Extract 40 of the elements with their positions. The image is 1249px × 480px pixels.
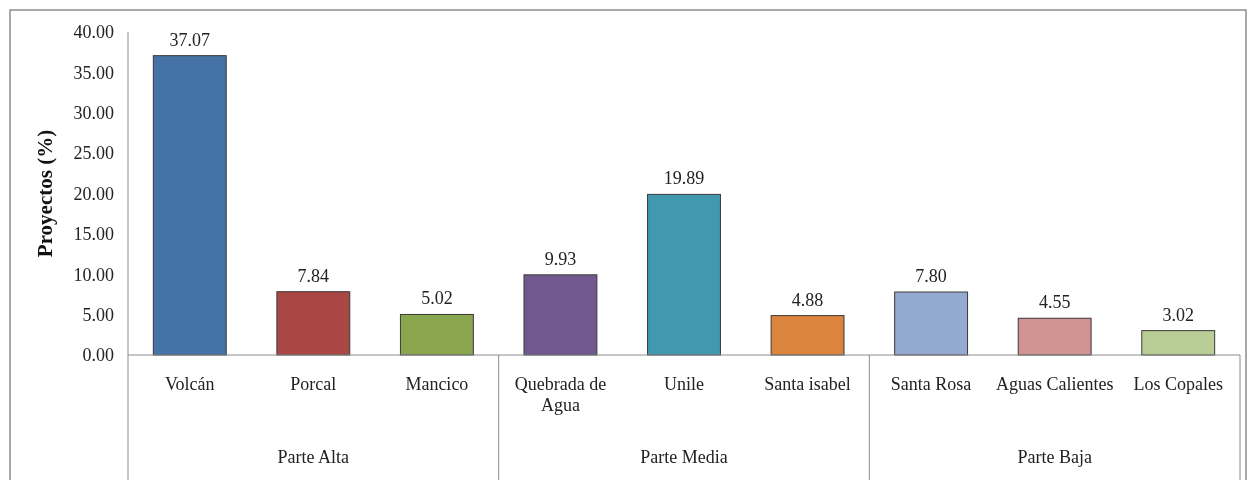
y-tick-label: 15.00 (73, 224, 114, 245)
data-label: 9.93 (544, 248, 577, 269)
bar (399, 313, 474, 356)
x-tick-label: Aguas Calientes (995, 374, 1114, 394)
y-tick-label: 0.00 (82, 345, 114, 366)
data-label: 7.80 (915, 266, 947, 287)
data-label: 37.07 (169, 29, 211, 50)
x-tick-label: Mancico (405, 374, 469, 394)
text: Parte Alta (277, 447, 350, 467)
x-tick-label: Porcal (290, 374, 337, 394)
y-tick-label: 30.00 (73, 103, 114, 124)
x-tick-label: Unile (664, 374, 704, 394)
x-tick-label: Volcán (164, 374, 215, 394)
data-label: 7.84 (297, 265, 330, 286)
bar (276, 291, 351, 356)
bar (523, 274, 598, 356)
data-label: 4.88 (791, 289, 824, 310)
y-tick-label: 25.00 (73, 143, 114, 164)
y-tick-label: 5.00 (82, 304, 114, 325)
bar (152, 55, 227, 356)
bar (1017, 317, 1092, 356)
data-label: 4.55 (1038, 292, 1071, 313)
y-tick-label: 10.00 (73, 264, 114, 285)
text: Parte Media (640, 447, 728, 467)
bar (1141, 330, 1216, 356)
y-axis-title: Proyectos (%) (33, 129, 58, 258)
text: Parte Baja (1017, 447, 1092, 467)
y-tick-label: 35.00 (73, 62, 114, 83)
x-tick-label: Santa Rosa (890, 374, 972, 394)
data-label: 3.02 (1162, 304, 1194, 325)
x-tick-label: Quebrada de Agua (514, 374, 607, 415)
y-tick-label: 20.00 (73, 183, 114, 204)
data-label: 19.89 (663, 168, 705, 189)
x-tick-label: Los Copales (1133, 374, 1223, 394)
data-label: 5.02 (421, 288, 453, 309)
bar (894, 291, 969, 356)
x-tick-label: Santa isabel (764, 374, 851, 394)
bar (770, 315, 845, 356)
bar (647, 193, 721, 356)
y-tick-label: 40.00 (73, 22, 114, 43)
